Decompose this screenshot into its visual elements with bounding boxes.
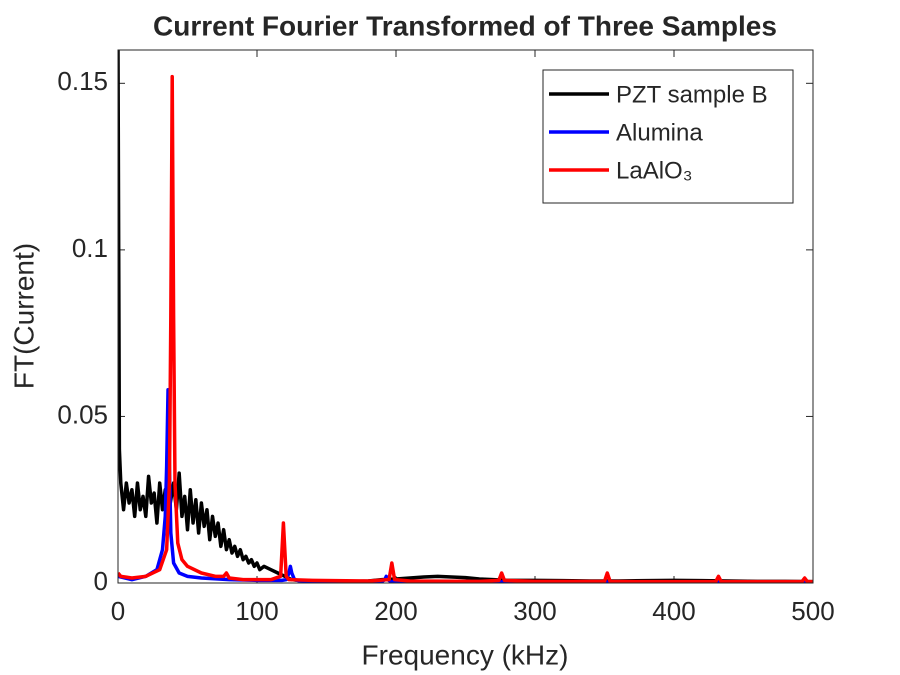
x-tick-label: 0 bbox=[111, 596, 125, 626]
legend-label: PZT sample B bbox=[616, 81, 768, 108]
x-tick-label: 100 bbox=[235, 596, 278, 626]
legend-label: Alumina bbox=[616, 119, 703, 146]
x-tick-label: 500 bbox=[791, 596, 834, 626]
x-axis-label: Frequency (kHz) bbox=[362, 639, 569, 670]
series-line bbox=[118, 50, 813, 583]
legend-box bbox=[542, 69, 794, 204]
axes-box bbox=[117, 49, 814, 584]
y-tick-label: 0.1 bbox=[72, 233, 108, 263]
y-tick-label: 0.05 bbox=[57, 399, 108, 429]
series-line bbox=[118, 74, 813, 583]
x-tick-label: 200 bbox=[374, 596, 417, 626]
x-tick-label: 400 bbox=[652, 596, 695, 626]
y-tick-label: 0 bbox=[94, 566, 108, 596]
x-tick-label: 300 bbox=[513, 596, 556, 626]
y-axis-label: FT(Current) bbox=[8, 243, 39, 389]
chart-title: Current Fourier Transformed of Three Sam… bbox=[153, 10, 777, 41]
legend-label: LaAlO₃ bbox=[616, 157, 692, 184]
y-tick-label: 0.15 bbox=[57, 66, 108, 96]
plot-area bbox=[118, 50, 813, 583]
